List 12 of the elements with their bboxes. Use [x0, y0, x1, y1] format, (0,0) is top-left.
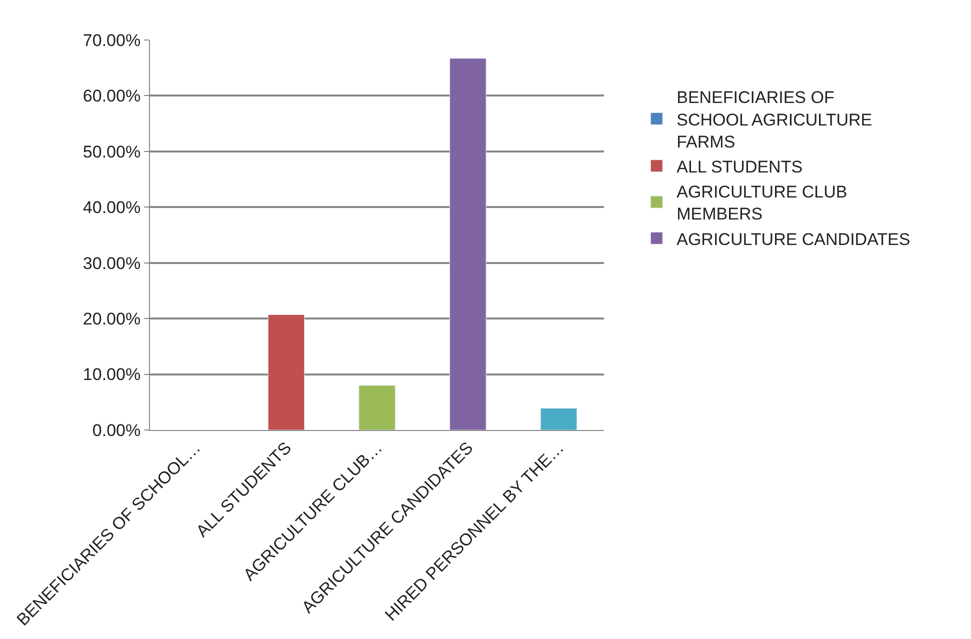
legend-label: AGRICULTURE CANDIDATES: [676, 230, 910, 249]
legend-label: BENEFICIARIES OF SCHOOL AGRICULTURE FARMS: [676, 88, 872, 152]
y-tick-label: 50.00%: [82, 142, 141, 162]
y-tick-label: 60.00%: [82, 86, 141, 106]
y-tick-label: 70.00%: [82, 30, 141, 50]
y-tick-label: 20.00%: [82, 310, 141, 329]
y-tick-label: 40.00%: [82, 198, 141, 218]
y-tick-label: 0.00%: [92, 420, 141, 440]
legend-label: ALL STUDENTS: [676, 157, 803, 176]
y-tick-label: 30.00%: [82, 254, 141, 273]
legend-label: AGRICULTURE CLUB MEMBERS: [676, 182, 848, 224]
y-tick-label: 10.00%: [82, 365, 141, 384]
